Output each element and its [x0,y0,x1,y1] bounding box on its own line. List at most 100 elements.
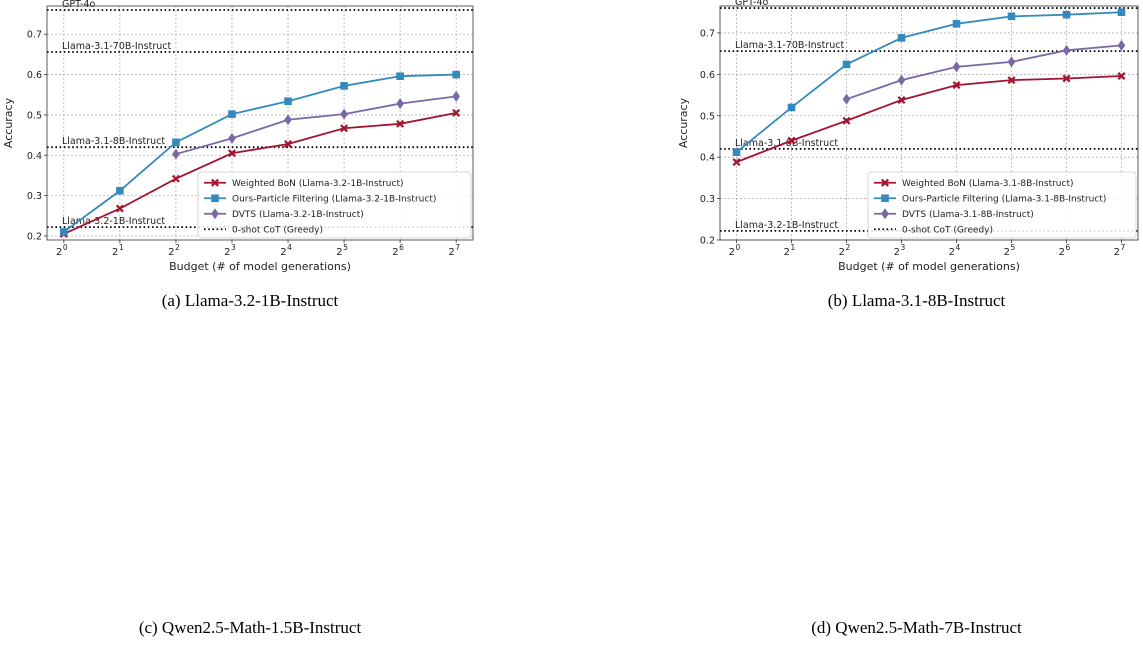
x-tick-exponent: 6 [1066,243,1071,252]
legend-marker-weighted_bon [211,178,219,187]
data-point-dvts [897,74,906,86]
data-point-weighted_bon [284,140,293,148]
legend-label: 0-shot CoT (Greedy) [902,226,993,236]
data-point-weighted_bon [897,96,906,104]
reference-label-llama-3-2-1b-instruct: Llama-3.2-1B-Instruct [62,216,165,227]
data-point-weighted_bon [171,174,180,183]
legend-marker-particle_filtering [881,194,889,203]
data-point-particle_filtering [787,103,796,112]
y-tick-label: 0.5 [700,111,715,122]
chart-b: GPT-4oLlama-3.1-70B-InstructLlama-3.1-8B… [677,0,1139,273]
x-tick-exponent: 2 [175,243,180,252]
data-point-weighted_bon [732,158,741,167]
y-axis-label: Accuracy [2,97,15,148]
x-tick-exponent: 4 [956,243,961,252]
x-tick-label: 22 [839,243,851,258]
reference-label-llama-3-2-1b-instruct: Llama-3.2-1B-Instruct [735,220,838,231]
data-point-dvts [1007,56,1016,68]
x-tick-label: 24 [280,243,292,258]
chart-c: o1-previewQwen2.5-Math-7B-InstructGPT-4o… [2,4,474,280]
data-point-weighted_bon [952,81,961,90]
data-point-dvts [228,132,236,144]
series-line-dvts [846,44,1122,101]
caption-c: (c) Qwen2.5-Math-1.5B-Instruct [138,618,362,637]
legend-box [197,171,472,239]
data-point-weighted_bon [452,108,461,117]
data-point-particle_filtering [1117,8,1126,17]
x-tick-label: 23 [894,243,906,258]
x-tick-label: 25 [336,243,348,258]
legend: Weighted BoN (Llama-3.2-1B-Instruct) Ours… [197,171,472,239]
reference-label-gpt-4o: GPT-4o [735,0,768,8]
y-tick-label: 0.3 [27,191,42,202]
y-tick-label: 0.4 [27,151,42,162]
chart-panel-c: o1-previewQwen2.5-Math-7B-InstructGPT-4o… [0,4,480,602]
data-point-particle_filtering [60,228,68,236]
x-tick-exponent: 1 [119,243,124,252]
data-point-dvts [1062,44,1071,56]
x-tick-exponent: 1 [791,243,796,252]
x-tick-label: 22 [168,243,180,258]
x-tick-exponent: 0 [63,243,68,252]
y-tick-label: 0.6 [27,70,42,81]
axes-frame [719,5,1139,241]
axes-frame [46,5,474,241]
data-point-particle_filtering [1062,10,1071,19]
caption-a: (a) Llama-3.2-1B-Instruct [161,291,339,310]
x-tick-label: 24 [949,243,961,258]
data-point-dvts [340,108,348,120]
y-tick-label: 0.5 [27,110,42,121]
data-point-dvts [452,90,460,102]
data-point-particle_filtering [396,72,404,81]
x-tick-exponent: 6 [399,243,404,252]
series-line-dvts [175,95,457,155]
x-tick-exponent: 3 [231,243,236,252]
series-line-weighted_bon [63,112,457,235]
data-point-weighted_bon [115,204,124,213]
data-point-dvts [396,98,404,110]
legend-marker-particle_filtering [211,194,219,203]
x-tick-label: 20 [729,243,741,258]
data-point-dvts [842,93,851,105]
x-tick-exponent: 2 [846,243,851,252]
data-point-particle_filtering [116,186,124,195]
x-tick-label: 25 [1004,243,1016,258]
legend-label: Weighted BoN (Llama-3.2-1B-Instruct) [232,179,404,189]
x-tick-exponent: 5 [343,243,348,252]
reference-label-llama-3-1-70b-instruct: Llama-3.1-70B-Instruct [735,40,844,51]
data-point-particle_filtering [952,20,961,28]
data-point-particle_filtering [228,110,236,118]
x-tick-exponent: 0 [736,243,741,252]
data-point-particle_filtering [732,148,741,156]
y-axis-label: Accuracy [677,97,690,148]
caption-d: (d) Qwen2.5-Math-7B-Instruct [811,618,1022,637]
data-point-weighted_bon [396,119,405,128]
y-tick-label: 0.2 [700,236,715,247]
legend-marker-dvts [211,208,219,220]
x-tick-exponent: 5 [1011,243,1016,252]
y-tick-label: 0.7 [27,30,42,41]
x-axis-label: Budget (# of model generations) [838,260,1020,273]
chart-d: o1-previewQwen2.5-Math-7B-InstructGPT-4o… [677,4,1139,280]
legend-marker-weighted_bon [881,178,889,187]
data-point-particle_filtering [1007,12,1016,21]
data-point-weighted_bon [227,149,236,158]
x-tick-label: 20 [56,243,68,258]
y-tick-label: 0.6 [700,70,715,81]
legend-label: DVTS (Llama-3.1-8B-Instruct) [902,210,1034,220]
x-tick-label: 21 [112,243,124,258]
data-point-dvts [1117,39,1126,51]
legend: Weighted BoN (Llama-3.1-8B-Instruct) Ours… [867,171,1137,239]
legend-marker-dvts [881,208,889,220]
y-tick-label: 0.4 [700,153,715,164]
data-point-particle_filtering [897,34,906,42]
chart-panel-d: o1-previewQwen2.5-Math-7B-InstructGPT-4o… [675,4,1143,602]
data-point-weighted_bon [1007,76,1016,85]
x-tick-label: 21 [784,243,796,258]
y-tick-label: 0.2 [27,231,42,242]
x-tick-label: 23 [224,243,236,258]
data-point-dvts [952,61,961,73]
chart-a: GPT-4o Llama-3.1-70B-Instruct Llama-3.1-8B… [2,0,474,273]
data-point-dvts [172,148,180,160]
data-point-weighted_bon [340,124,349,133]
